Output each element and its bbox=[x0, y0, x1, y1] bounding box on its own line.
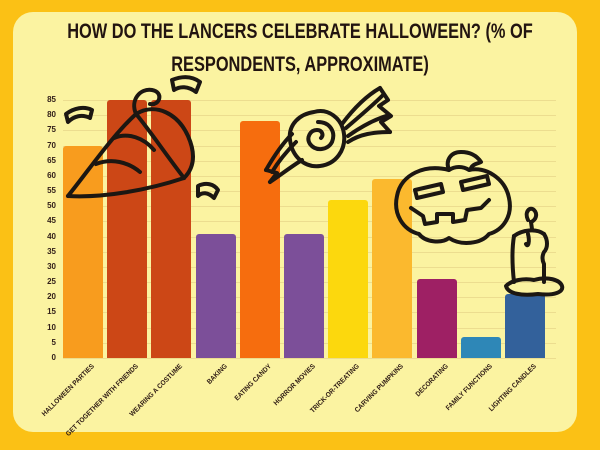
bar-carving-pumpkins bbox=[372, 178, 413, 358]
y-axis-tick-label: 0 bbox=[51, 353, 56, 362]
y-axis-tick-label: 15 bbox=[47, 307, 56, 317]
y-axis-tick-label: 55 bbox=[47, 186, 56, 196]
bar-trick-or-treating bbox=[328, 200, 369, 358]
bar-eating-candy bbox=[239, 121, 280, 358]
bar-lighting-candles bbox=[505, 294, 545, 358]
bar-get-together-with-friends bbox=[107, 100, 148, 358]
gridline bbox=[63, 175, 556, 177]
bar-baking bbox=[195, 233, 236, 358]
y-axis-tick-label: 10 bbox=[47, 322, 56, 332]
chart-title-line2: RESPONDENTS, APPROXIMATE) bbox=[171, 53, 429, 76]
y-axis-tick-label: 25 bbox=[47, 277, 56, 287]
gridline bbox=[63, 191, 556, 193]
bar-family-functions bbox=[460, 336, 501, 358]
y-axis-tick-label: 80 bbox=[47, 110, 56, 120]
y-axis-tick-label: 30 bbox=[47, 261, 56, 271]
y-axis-tick-label: 35 bbox=[47, 246, 56, 256]
y-axis-tick-label: 65 bbox=[47, 155, 56, 165]
gridline bbox=[63, 206, 556, 208]
y-axis-tick-label: 70 bbox=[47, 140, 56, 150]
y-axis-tick-label: 60 bbox=[47, 170, 56, 180]
gridline bbox=[63, 358, 556, 359]
y-axis-tick-label: 50 bbox=[47, 201, 56, 211]
y-axis-tick-label: 75 bbox=[47, 125, 56, 135]
y-axis-tick-label: 20 bbox=[47, 292, 56, 302]
gridline bbox=[63, 100, 556, 101]
y-axis-tick-label: 5 bbox=[51, 337, 56, 347]
chart-title-line1: HOW DO THE LANCERS CELEBRATE HALLOWEEN? … bbox=[67, 20, 533, 43]
bar-halloween-parties bbox=[63, 145, 103, 358]
bar-decorating bbox=[416, 279, 457, 358]
bar-wearing-a-costume bbox=[151, 100, 192, 358]
y-axis-tick-label: 85 bbox=[47, 95, 56, 104]
bar-horror-movies bbox=[284, 233, 324, 358]
y-axis-tick-label: 45 bbox=[47, 216, 56, 226]
gridline bbox=[63, 221, 556, 223]
y-axis-tick-label: 40 bbox=[47, 231, 56, 241]
